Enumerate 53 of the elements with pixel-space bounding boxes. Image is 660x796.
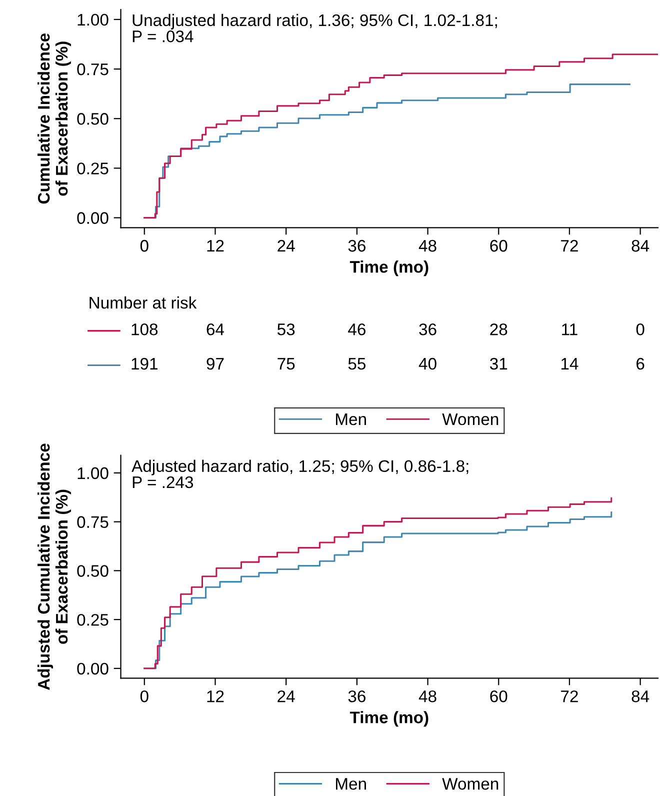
text: 0 (636, 323, 644, 336)
y-axis-title: Cumulative Incidence of Exacerbation (%) (37, 33, 71, 204)
text: 11 (562, 324, 578, 336)
x-axis-title: Time (mo) (350, 260, 428, 276)
text: 64 (206, 323, 224, 336)
y-tick-label: 1.00 (78, 467, 108, 480)
x-tick-label: 72 (561, 240, 578, 252)
x-tick-label: 60 (490, 690, 508, 702)
text: 28 (490, 323, 508, 336)
text: 97 (206, 358, 224, 370)
text: 14 (561, 358, 578, 370)
text: 36 (419, 323, 436, 336)
legend-label: Women (442, 778, 498, 790)
annotation: Adjusted hazard ratio, 1.25; 95% CI, 0.86-1.8; P = .243 (132, 460, 468, 488)
text: 40 (418, 358, 436, 370)
x-tick-label: 0 (140, 690, 148, 702)
text: Number at risk (90, 296, 197, 309)
x-tick-label: 36 (348, 690, 366, 702)
y-tick-label: 0.00 (77, 212, 108, 224)
y-tick-label: 0.50 (77, 565, 108, 577)
x-tick-label: 24 (278, 690, 295, 702)
text: 108 (132, 323, 158, 336)
x-tick-label: 12 (207, 690, 224, 702)
y-axis-title: Adjusted Cumulative Incidence of Exacerbation (%) (37, 444, 71, 690)
y-tick-label: 0.75 (77, 516, 108, 528)
x-axis-title: Time (mo) (350, 711, 428, 727)
x-tick-label: 48 (418, 690, 436, 702)
text: 31 (490, 358, 508, 370)
y-tick-label: 1.00 (78, 14, 108, 26)
annotation: Unadjusted hazard ratio, 1.36; 95% CI, 1.02-1.81; P = .034 (132, 14, 497, 42)
x-tick-label: 36 (348, 240, 366, 252)
legend-label: Women (442, 414, 498, 426)
y-tick-label: 0.25 (77, 614, 108, 626)
text: 55 (348, 358, 366, 370)
text: 53 (277, 323, 295, 336)
x-tick-label: 72 (561, 690, 578, 702)
x-tick-label: 84 (632, 690, 650, 702)
y-tick-label: 0.50 (77, 113, 108, 125)
y-tick-label: 0.75 (77, 63, 108, 76)
text: 75 (278, 358, 295, 370)
legend-label: Men (336, 414, 366, 426)
x-tick-label: 48 (418, 240, 436, 252)
text: 46 (348, 323, 366, 336)
y-tick-label: 0.00 (77, 662, 108, 675)
x-tick-label: 60 (490, 240, 508, 252)
y-tick-label: 0.25 (77, 162, 108, 174)
x-tick-label: 24 (278, 240, 295, 252)
x-tick-label: 84 (632, 240, 650, 252)
x-tick-label: 0 (140, 240, 148, 252)
legend-label: Men (336, 778, 366, 790)
x-tick-label: 12 (207, 240, 224, 252)
text: 6 (636, 358, 644, 370)
text: 191 (132, 358, 158, 370)
